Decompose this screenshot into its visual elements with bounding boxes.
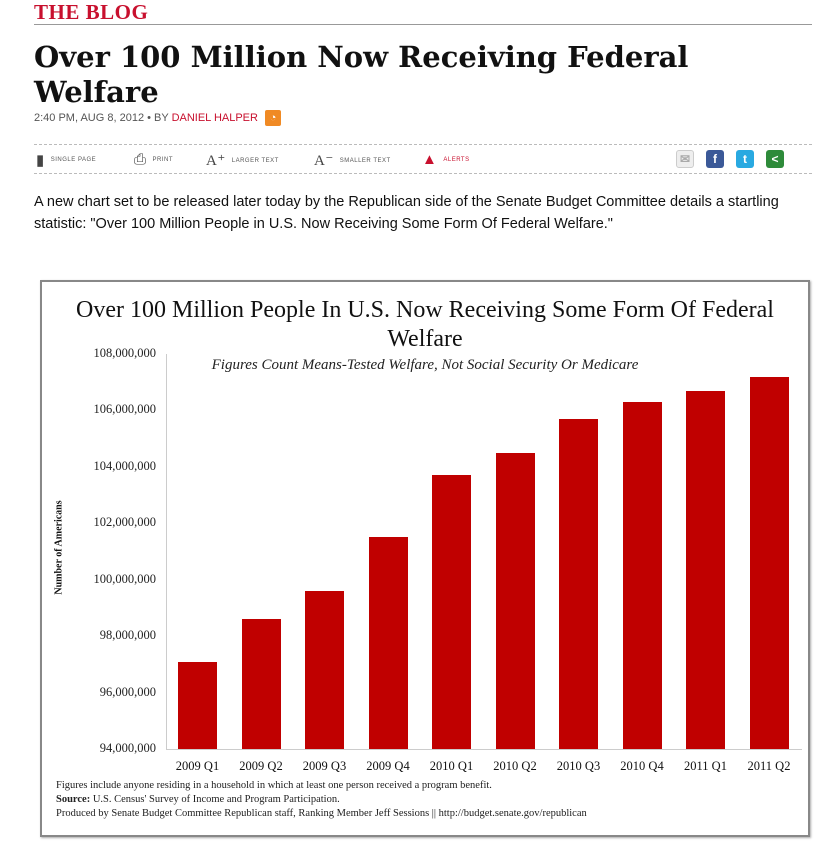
larger-text-label: LARGER TEXT xyxy=(231,157,279,164)
bar-2009-q1 xyxy=(178,661,217,749)
source-label: Source: xyxy=(56,794,91,805)
y-axis-line xyxy=(166,354,167,749)
alert-icon: ▲ xyxy=(422,151,438,168)
larger-text-button[interactable]: A⁺ LARGER TEXT xyxy=(206,151,279,170)
y-tick-label: 102,000,000 xyxy=(93,515,157,530)
source-line: Source: U.S. Census' Survey of Income an… xyxy=(56,793,587,807)
bar-2009-q3 xyxy=(305,591,344,749)
chart-subtitle: Figures Count Means-Tested Welfare, Not … xyxy=(211,357,639,373)
divider xyxy=(34,24,812,25)
rss-icon[interactable]: ◔ xyxy=(265,110,282,126)
x-tick-label: 2010 Q4 xyxy=(620,759,664,773)
credit-line: Produced by Senate Budget Committee Repu… xyxy=(56,808,587,819)
share-icon[interactable]: < xyxy=(766,150,784,168)
blog-section-label[interactable]: THE BLOG xyxy=(34,0,149,24)
article-intro: A new chart set to be released later tod… xyxy=(34,194,779,232)
single-page-button[interactable]: ▮ SINGLE PAGE xyxy=(36,151,96,169)
plot-area: 94,000,000 96,000,000 98,000,000 100,000,00… xyxy=(42,282,808,835)
x-axis-line xyxy=(166,749,802,750)
chart-title: Over 100 Million People In U.S. Now Rece… xyxy=(76,297,774,352)
bar-2010-q1 xyxy=(432,475,471,749)
timestamp: 2:40 PM, AUG 8, 2012 • BY xyxy=(34,111,172,124)
chart-figure: Over 100 Million People In U.S. Now Rece… xyxy=(40,280,810,837)
x-tick-label: 2011 Q2 xyxy=(747,759,791,773)
note-line: Figures include anyone residing in a hou… xyxy=(56,780,492,791)
x-tick-label: 2011 Q1 xyxy=(684,759,727,773)
source-text: U.S. Census' Survey of Income and Progra… xyxy=(90,794,340,805)
x-tick-label: 2009 Q3 xyxy=(302,759,347,773)
print-button[interactable]: ⎙ PRINT xyxy=(134,151,173,168)
author-link[interactable]: DANIEL HALPER xyxy=(171,111,258,124)
x-tick-label: 2010 Q3 xyxy=(556,759,601,773)
y-tick-label: 108,000,000 xyxy=(93,346,157,360)
x-tick-label: 2009 Q1 xyxy=(175,759,220,773)
larger-text-icon: A⁺ xyxy=(206,153,226,169)
bar-2010-q4 xyxy=(622,401,662,749)
byline: 2:40 PM, AUG 8, 2012 • BY DANIEL HALPER … xyxy=(34,110,282,126)
y-tick-label: 106,000,000 xyxy=(93,402,157,417)
bar-2011-q2 xyxy=(749,376,789,749)
single-page-label: SINGLE PAGE xyxy=(50,157,97,163)
bar-2010-q3 xyxy=(559,418,598,749)
x-tick-label: 2010 Q2 xyxy=(493,759,537,773)
y-tick-label: 94,000,000 xyxy=(99,741,156,755)
x-tick-label: 2010 Q1 xyxy=(429,759,474,773)
article-toolbar: ▮ SINGLE PAGE ⎙ PRINT A⁺ LARGER TEXT A⁻ SMAL… xyxy=(34,144,812,174)
bar-2010-q2 xyxy=(495,452,535,749)
page-icon: ▮ xyxy=(36,152,45,169)
bar-2009-q2 xyxy=(241,619,281,749)
article-headline: Over 100 Million Now Receiving Federal W… xyxy=(34,40,689,109)
smaller-text-button[interactable]: A⁻ SMALLER TEXT xyxy=(314,151,391,170)
y-tick-label: 104,000,000 xyxy=(93,458,157,473)
smaller-text-label: SMALLER TEXT xyxy=(339,157,391,164)
bar-2009-q4 xyxy=(368,537,408,749)
y-tick-label: 96,000,000 xyxy=(99,684,156,699)
y-tick-label: 100,000,000 xyxy=(93,571,157,586)
twitter-icon[interactable]: t xyxy=(736,150,754,168)
email-icon[interactable]: ✉ xyxy=(676,150,694,168)
print-label: PRINT xyxy=(152,156,174,163)
chart-notes: Figures include anyone residing in a hou… xyxy=(56,779,587,821)
smaller-text-icon: A⁻ xyxy=(314,153,334,169)
x-tick-label: 2009 Q4 xyxy=(366,759,410,773)
bar-2011-q1 xyxy=(686,390,725,749)
alerts-button[interactable]: ▲ ALERTS xyxy=(422,151,470,168)
y-tick-label: 98,000,000 xyxy=(99,628,156,643)
x-tick-label: 2009 Q2 xyxy=(239,759,283,773)
alerts-label: ALERTS xyxy=(443,156,470,163)
facebook-icon[interactable]: f xyxy=(706,150,724,168)
printer-icon: ⎙ xyxy=(134,151,147,168)
